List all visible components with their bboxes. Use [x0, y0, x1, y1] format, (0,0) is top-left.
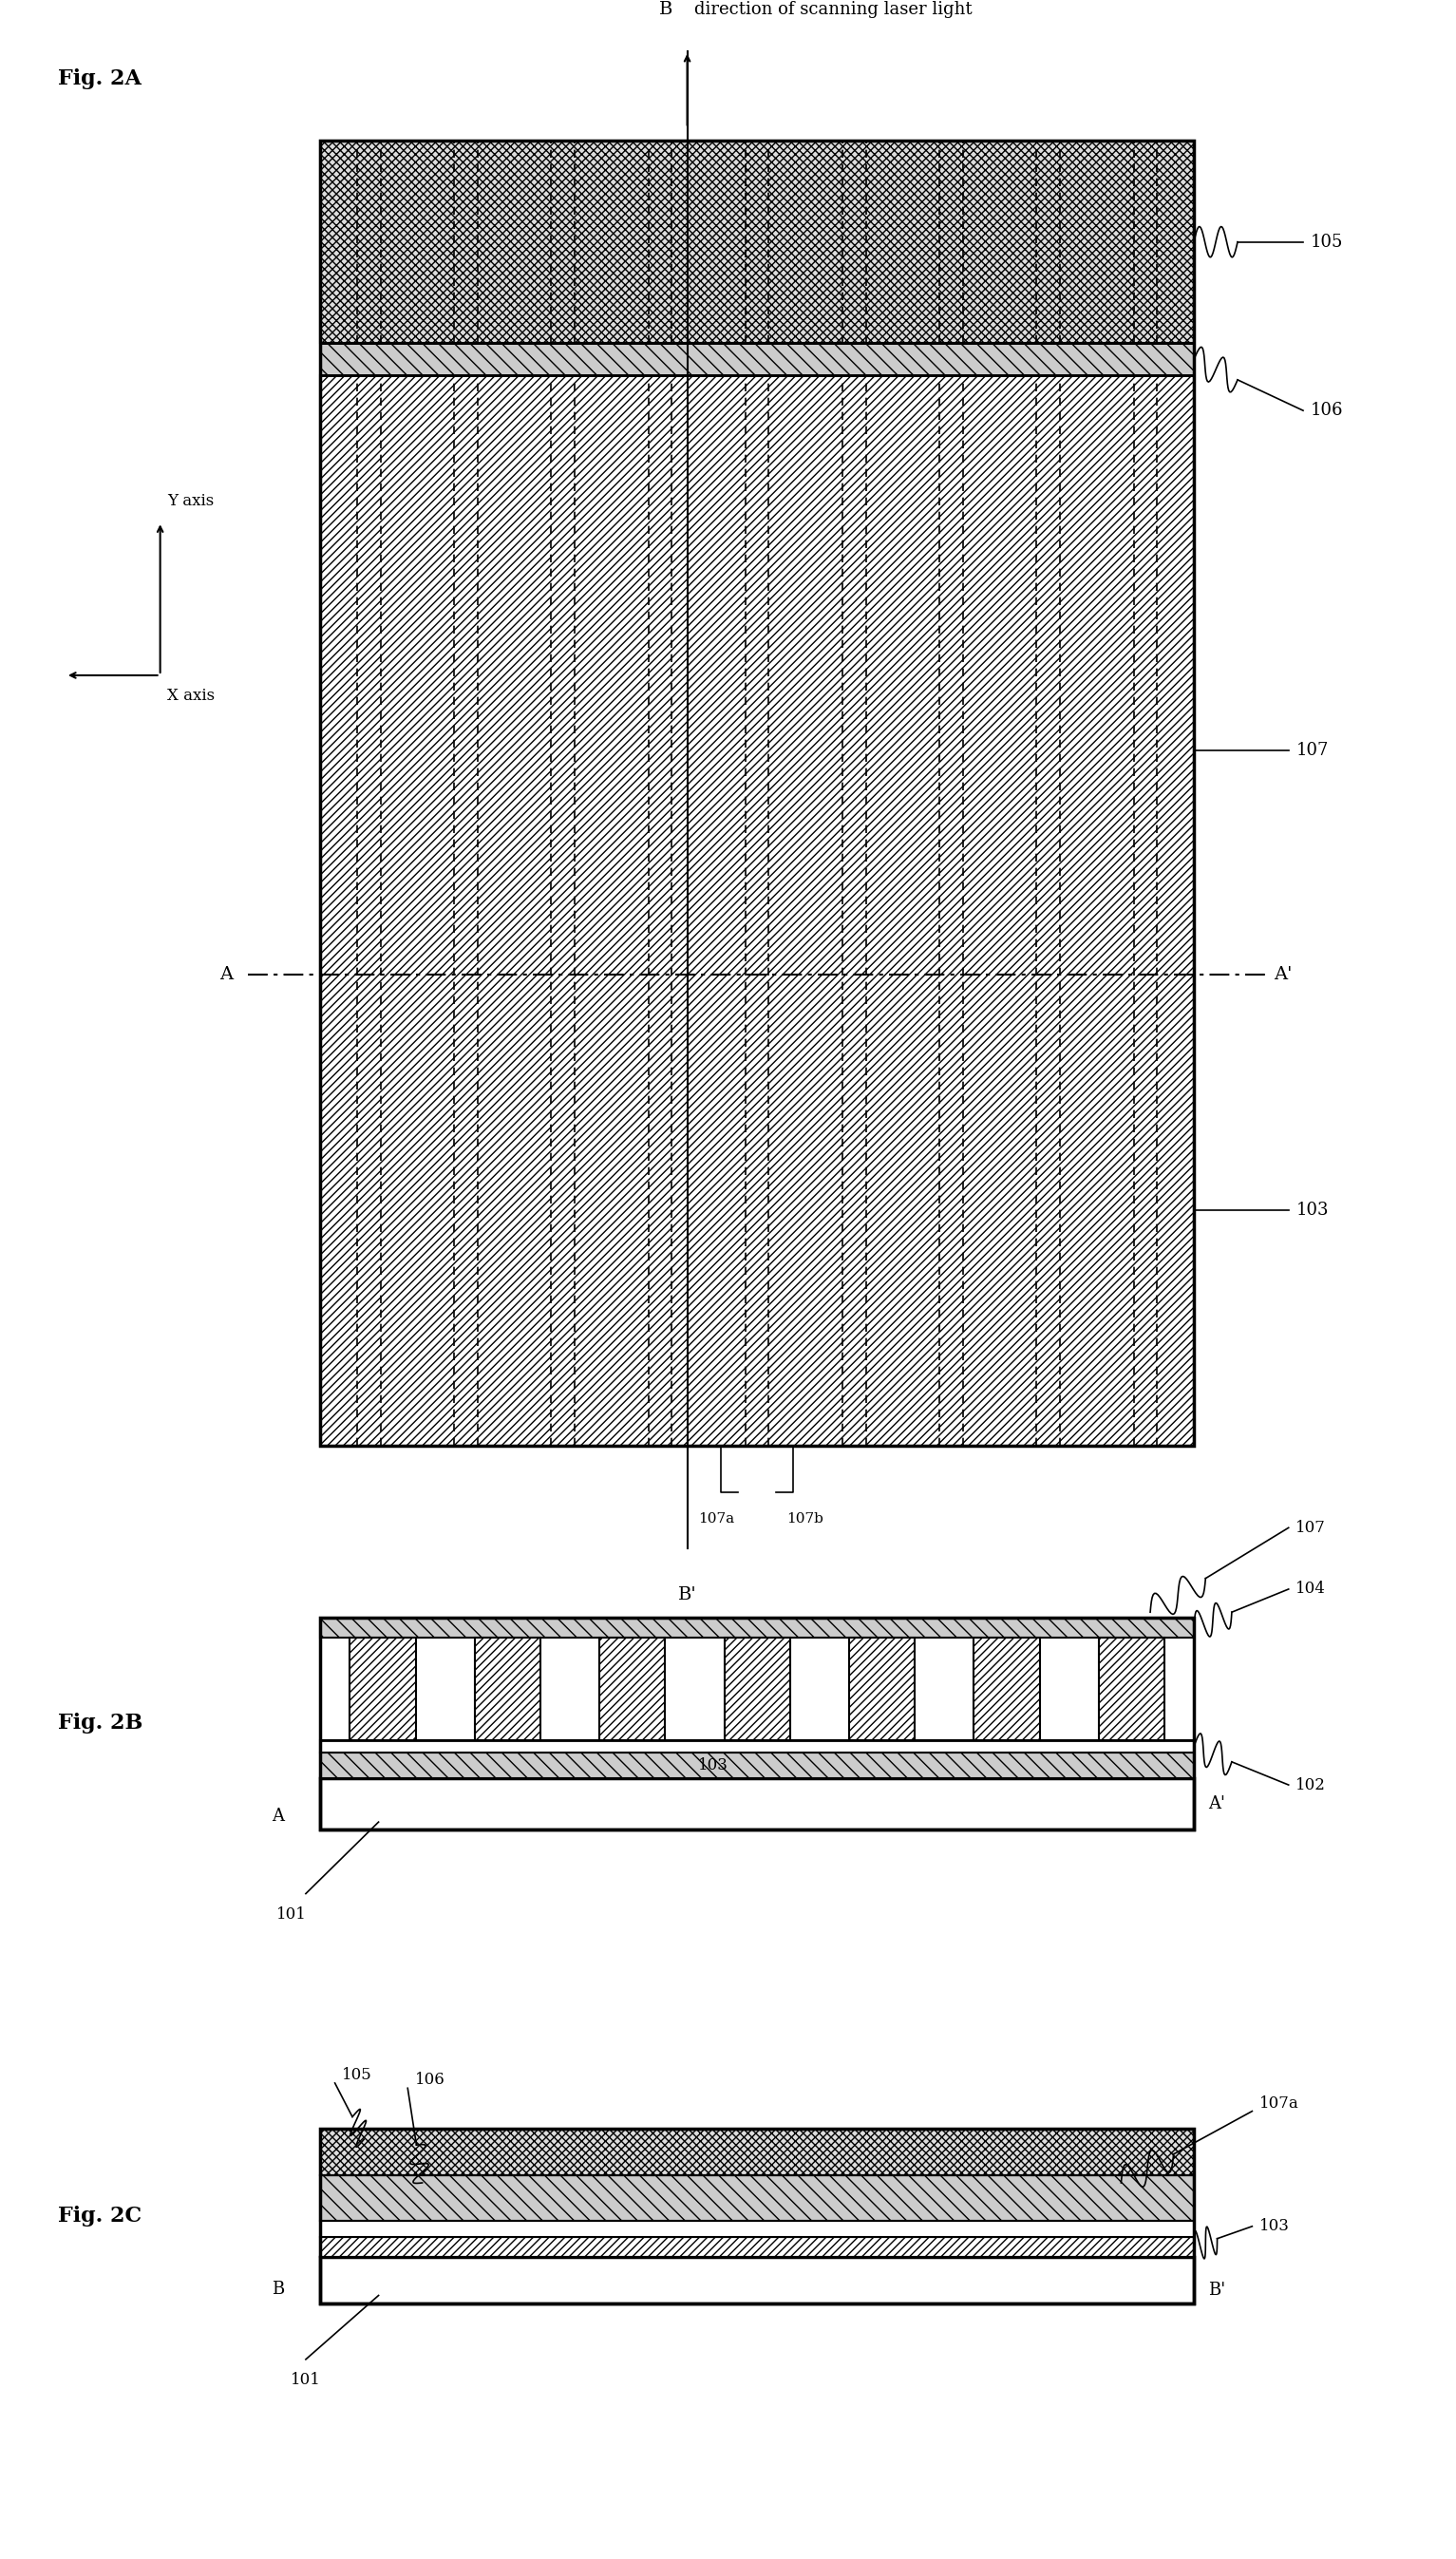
Text: B': B'	[1208, 2283, 1226, 2298]
Text: B: B	[271, 2280, 284, 2298]
Text: B: B	[660, 0, 673, 18]
Text: 106: 106	[415, 2073, 446, 2088]
Text: Y axis: Y axis	[167, 494, 214, 509]
Text: 106: 106	[1310, 402, 1344, 420]
Text: 107: 107	[1296, 742, 1328, 760]
Bar	[600, 1638, 665, 1740]
Text: 104: 104	[1296, 1581, 1326, 1597]
Text: B': B'	[678, 1587, 696, 1604]
Text: 103: 103	[699, 1758, 728, 1773]
Bar	[475, 1638, 540, 1740]
Bar	[849, 1638, 914, 1740]
Text: Fig. 2C: Fig. 2C	[58, 2206, 141, 2226]
Bar	[1099, 1638, 1165, 1740]
Bar	[320, 2129, 1194, 2175]
Text: 102: 102	[1296, 1776, 1326, 1794]
Text: A': A'	[1208, 1796, 1226, 1812]
Bar	[320, 2221, 1194, 2237]
Text: 107b: 107b	[786, 1512, 824, 1525]
Text: 101: 101	[277, 1906, 306, 1922]
Bar	[320, 1617, 1194, 1638]
Bar	[974, 1638, 1040, 1740]
Text: A: A	[220, 967, 233, 983]
Bar	[320, 1779, 1194, 1830]
Text: 103: 103	[1296, 1203, 1329, 1218]
Text: 107a: 107a	[1259, 2096, 1299, 2111]
Text: 105: 105	[342, 2068, 373, 2083]
Bar	[724, 1638, 791, 1740]
Text: 105: 105	[1310, 233, 1342, 251]
Bar	[320, 2129, 1194, 2303]
Bar	[349, 1638, 415, 1740]
Bar	[320, 2237, 1194, 2257]
Bar	[320, 1617, 1194, 1740]
Text: 103: 103	[1259, 2219, 1290, 2234]
Bar	[320, 343, 1194, 376]
Text: direction of scanning laser light: direction of scanning laser light	[695, 0, 973, 18]
Bar	[320, 376, 1194, 1446]
Text: 107a: 107a	[699, 1512, 734, 1525]
Text: A: A	[272, 1807, 284, 1825]
Text: 107: 107	[1296, 1520, 1326, 1535]
Bar	[320, 2257, 1194, 2303]
Text: Fig. 2A: Fig. 2A	[58, 69, 141, 90]
Bar	[320, 2175, 1194, 2221]
Text: Fig. 2B: Fig. 2B	[58, 1712, 143, 1735]
Text: 101: 101	[291, 2372, 320, 2388]
Bar	[320, 141, 1194, 343]
Bar	[320, 141, 1194, 1446]
Text: A': A'	[1274, 967, 1293, 983]
Bar	[320, 1740, 1194, 1753]
Bar	[320, 1617, 1194, 1830]
Bar	[320, 1753, 1194, 1779]
Text: X axis: X axis	[167, 688, 215, 704]
